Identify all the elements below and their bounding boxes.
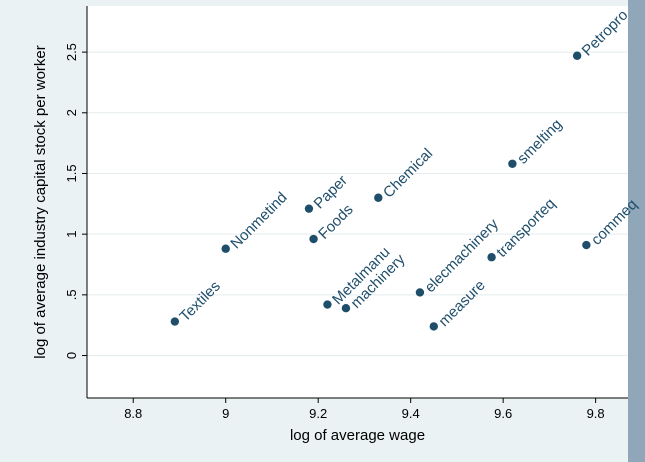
data-point [374, 193, 383, 202]
x-tick-label: 8.8 [124, 406, 142, 421]
data-point [170, 317, 180, 326]
plot-area [87, 6, 628, 398]
data-point [415, 288, 425, 297]
gridlines [87, 51, 628, 357]
y-tick-label: 2 [64, 109, 79, 116]
data-point [429, 322, 438, 331]
y-tick-label: 1.5 [64, 164, 79, 182]
x-tick-label: 9 [222, 406, 229, 421]
x-axis-title: log of average wage [290, 427, 425, 444]
data-point [304, 204, 314, 213]
y-axis-title: log of average industry capital stock pe… [32, 45, 49, 358]
axes: 8.8 9 9.2 9.4 9.6 9.8 0 .5 1 1.5 2 2.5 [64, 6, 628, 421]
data-point [508, 159, 517, 168]
x-tick-label: 9.2 [309, 406, 327, 421]
y-tick-label: .5 [64, 289, 79, 300]
y-tick-label: 1 [64, 231, 79, 238]
data-point [341, 303, 351, 313]
data-point [572, 51, 582, 60]
right-decorative-band [628, 0, 645, 462]
y-tick-label: 2.5 [64, 43, 79, 61]
y-tick-label: 0 [64, 352, 79, 359]
data-point [487, 253, 496, 262]
data-point [221, 244, 230, 253]
x-tick-label: 9.4 [402, 406, 420, 421]
x-tick-label: 9.6 [494, 406, 512, 421]
data-point [582, 240, 591, 250]
x-tick-label: 9.8 [587, 406, 605, 421]
data-point [323, 300, 332, 309]
data-point [309, 234, 318, 244]
